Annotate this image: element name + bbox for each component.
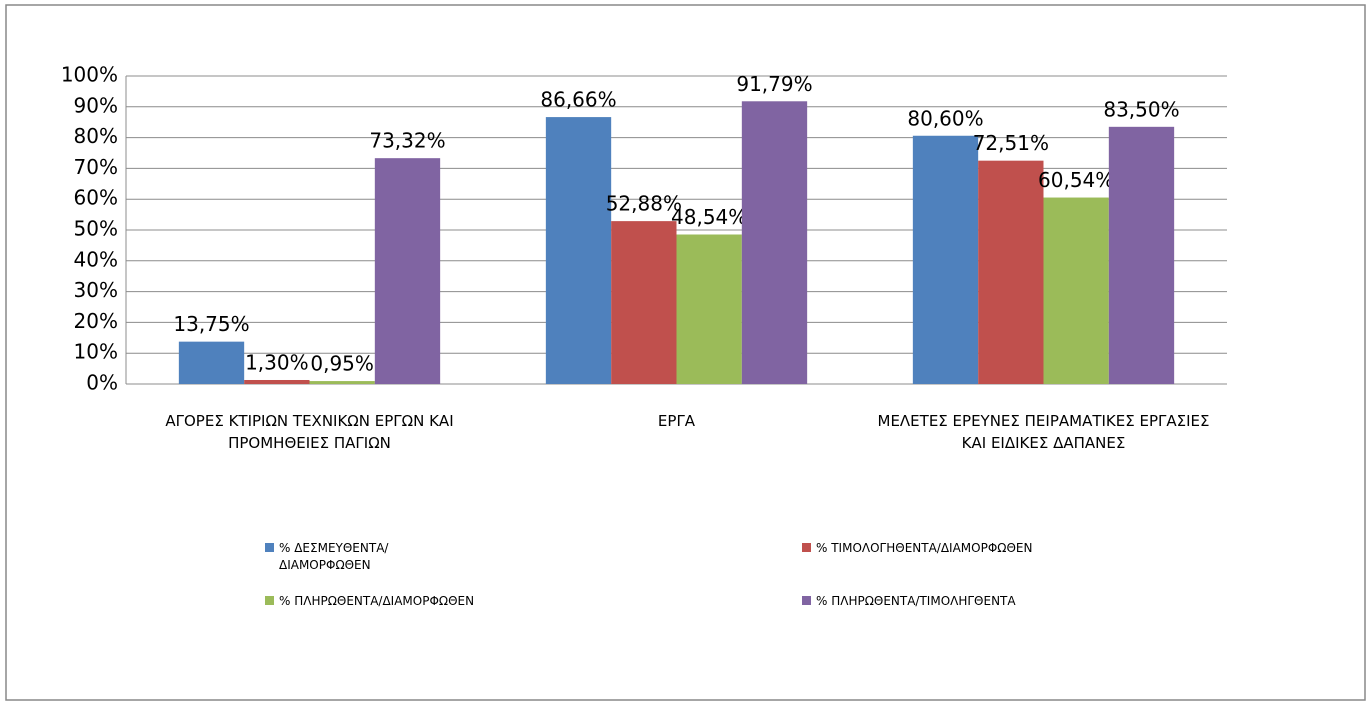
bar xyxy=(676,234,742,384)
data-label: 0,95% xyxy=(310,352,374,376)
legend-item: % ΤΙΜΟΛΟΓΗΘΕΝΤΑ/ΔΙΑΜΟΡΦΩΘΕΝ xyxy=(802,540,1116,557)
data-label: 72,51% xyxy=(973,131,1049,155)
y-tick-label: 20% xyxy=(74,309,118,333)
x-tick-label: ΑΓΟΡΕΣ ΚΤΙΡΙΩΝ ΤΕΧΝΙΚΩΝ ΕΡΓΩΝ ΚΑΙ ΠΡΟΜΗΘ… xyxy=(165,412,454,452)
y-tick-label: 0% xyxy=(86,371,118,395)
legend-label: % ΔΕΣΜΕΥΘΕΝΤΑ/ ΔΙΑΜΟΡΦΩΘΕΝ xyxy=(279,541,389,572)
data-label: 13,75% xyxy=(173,312,249,336)
y-tick-label: 100% xyxy=(61,63,118,87)
bar xyxy=(178,341,245,384)
legend-swatch xyxy=(802,596,811,605)
y-tick-label: 50% xyxy=(74,217,118,241)
bar xyxy=(1043,197,1109,384)
legend-swatch xyxy=(802,543,811,552)
bar xyxy=(244,379,310,384)
legend-item: % ΔΕΣΜΕΥΘΕΝΤΑ/ ΔΙΑΜΟΡΦΩΘΕΝ xyxy=(265,540,579,574)
data-label: 83,50% xyxy=(1103,97,1179,121)
data-label: 86,66% xyxy=(540,88,616,112)
legend-item: % ΠΛΗΡΩΘΕΝΤΑ/ΔΙΑΜΟΡΦΩΘΕΝ xyxy=(265,593,579,610)
legend-swatch xyxy=(265,596,274,605)
y-tick-label: 10% xyxy=(74,340,118,364)
bar xyxy=(912,135,979,384)
legend-label: % ΤΙΜΟΛΟΓΗΘΕΝΤΑ/ΔΙΑΜΟΡΦΩΘΕΝ xyxy=(816,541,1033,555)
legend-label: % ΠΛΗΡΩΘΕΝΤΑ/ΔΙΑΜΟΡΦΩΘΕΝ xyxy=(279,594,475,608)
data-label: 73,32% xyxy=(369,129,445,153)
legend-swatch xyxy=(265,543,274,552)
x-tick-label: ΜΕΛΕΤΕΣ ΕΡΕΥΝΕΣ ΠΕΙΡΑΜΑΤΙΚΕΣ ΕΡΓΑΣΙΕΣ ΚΑ… xyxy=(877,412,1210,452)
legend-label: % ΠΛΗΡΩΘΕΝΤΑ/ΤΙΜΟΛΗΓΘΕΝΤΑ xyxy=(816,594,1016,608)
y-tick-label: 60% xyxy=(74,186,118,210)
x-tick-label: ΕΡΓΑ xyxy=(657,412,696,430)
data-label: 80,60% xyxy=(907,106,983,130)
bar xyxy=(741,101,808,384)
data-label: 1,30% xyxy=(245,350,309,374)
bar xyxy=(1108,126,1175,384)
bar xyxy=(374,158,441,384)
legend-item: % ΠΛΗΡΩΘΕΝΤΑ/ΤΙΜΟΛΗΓΘΕΝΤΑ xyxy=(802,593,1116,610)
y-tick-label: 70% xyxy=(74,155,118,179)
data-label: 48,54% xyxy=(671,205,747,229)
y-tick-label: 40% xyxy=(74,247,118,271)
data-label: 91,79% xyxy=(736,72,812,96)
y-tick-label: 90% xyxy=(74,93,118,117)
bar xyxy=(611,221,677,384)
data-label: 52,88% xyxy=(606,192,682,216)
y-tick-label: 80% xyxy=(74,124,118,148)
bar xyxy=(545,117,612,385)
data-label: 60,54% xyxy=(1038,168,1114,192)
y-tick-label: 30% xyxy=(74,278,118,302)
bar xyxy=(309,381,375,384)
chart-border xyxy=(5,4,1366,701)
bar xyxy=(978,160,1044,384)
